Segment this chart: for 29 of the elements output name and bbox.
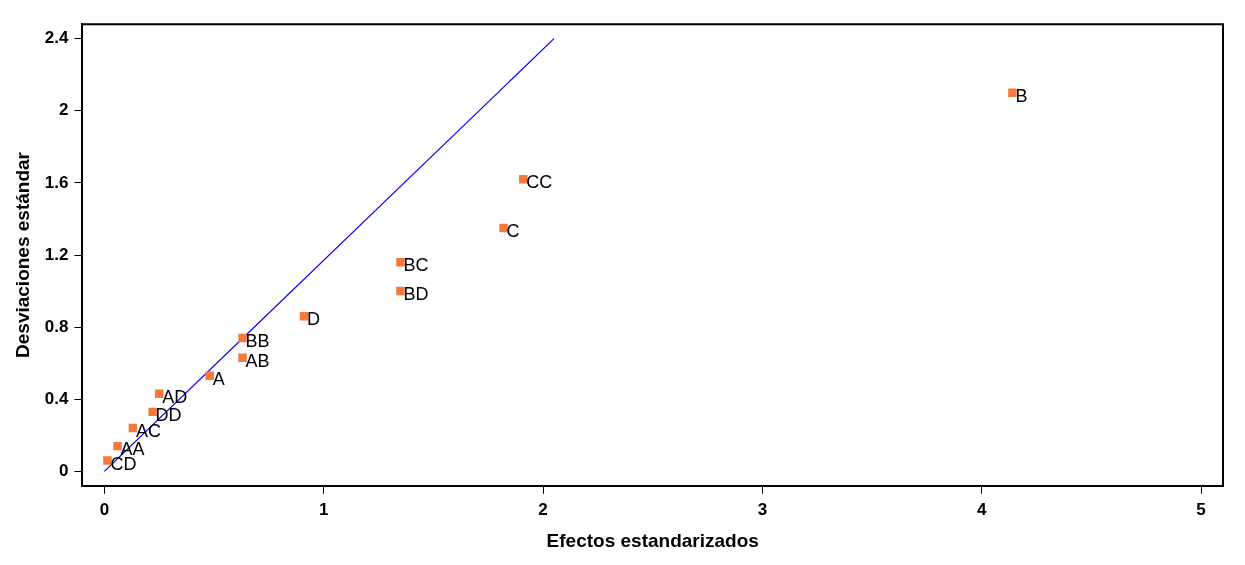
- annotation: B: [1015, 85, 1028, 106]
- point: [205, 371, 214, 381]
- y-tick-label: 0.4: [44, 388, 69, 408]
- point: [499, 223, 508, 233]
- x-tick-label: 0: [99, 499, 110, 519]
- annotation: BC: [403, 255, 429, 276]
- x-tick-label: 1: [318, 499, 329, 519]
- y-tick-label: 2: [58, 100, 69, 120]
- y-tick-label: 0.8: [44, 316, 69, 336]
- point: [299, 312, 309, 321]
- x-tick-label: 5: [1196, 499, 1206, 519]
- y-axis-title: Desviaciones estándar: [11, 151, 33, 358]
- x-tick-label: 4: [976, 499, 987, 519]
- y-tick-label: 1.6: [44, 172, 69, 192]
- point: [1008, 88, 1017, 97]
- point: [103, 456, 112, 465]
- annotation: BD: [403, 284, 429, 305]
- annotation: CC: [526, 172, 553, 193]
- x-tick-label: 2: [538, 499, 548, 519]
- y-tick-label: 0: [58, 461, 69, 481]
- annotation: C: [506, 220, 520, 241]
- annotation: A: [212, 368, 225, 389]
- x-tick-label: 3: [757, 499, 768, 519]
- annotation: AB: [245, 350, 270, 371]
- y-tick-label: 1.2: [44, 244, 69, 264]
- y-tick-label: 2.4: [44, 28, 69, 48]
- annotation: BB: [245, 330, 270, 351]
- x-axis-title: Efectos estandarizados: [546, 529, 759, 551]
- annotation: D: [306, 309, 320, 330]
